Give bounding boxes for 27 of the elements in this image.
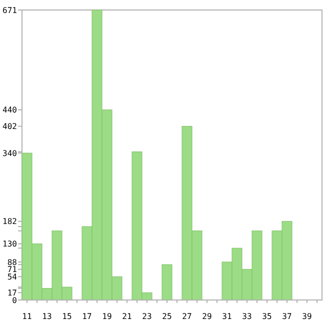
x-tick-label: 39	[302, 312, 312, 321]
x-tick-label: 33	[242, 312, 252, 321]
y-tick-label: 182	[2, 217, 18, 226]
x-tick-label: 35	[262, 312, 272, 321]
y-tick-label: 130	[2, 240, 18, 249]
y-tick-label: 54	[7, 272, 18, 282]
x-tick-label: 11	[22, 312, 32, 321]
x-tick-label: 25	[162, 312, 172, 321]
y-tick-label: 671	[2, 6, 18, 15]
x-tick-label: 13	[42, 312, 52, 321]
x-tick-label: 37	[282, 312, 292, 321]
y-tick-label: 71	[7, 265, 18, 274]
x-tick-label: 19	[102, 312, 112, 321]
x-tick-label: 29	[202, 312, 212, 321]
y-tick-label: 340	[2, 148, 18, 158]
x-tick-label: 27	[182, 312, 192, 321]
x-tick-label: 23	[142, 312, 152, 321]
x-tick-label: 17	[82, 312, 92, 321]
x-tick-label: 21	[122, 312, 132, 321]
y-tick-label: 17	[7, 288, 18, 298]
x-tick-label: 15	[62, 312, 72, 321]
bar	[162, 264, 172, 300]
y-tick-label: 0	[12, 296, 18, 305]
x-tick-label: 31	[222, 312, 232, 321]
y-tick-label: 88	[7, 258, 18, 267]
y-tick-label: 440	[2, 106, 18, 115]
y-tick-label: 402	[2, 122, 18, 132]
